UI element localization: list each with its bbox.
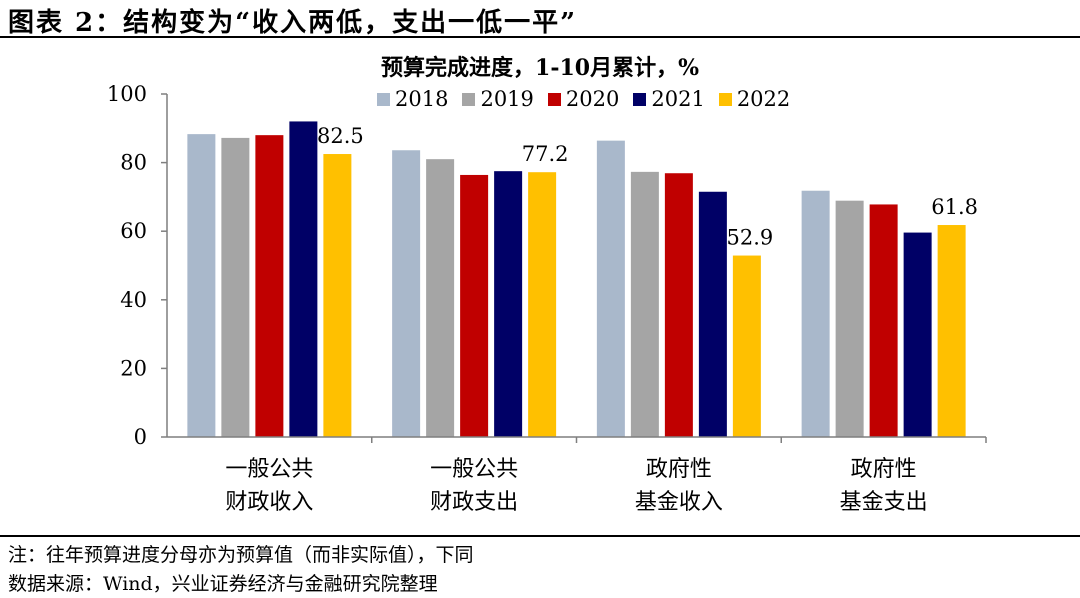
bar-2021	[698, 191, 727, 437]
footnote-note: 注：往年预算进度分母亦为预算值（而非实际值），下同	[8, 544, 474, 566]
y-tick-label: 80	[120, 151, 147, 175]
legend-label: 2020	[565, 87, 620, 111]
legend-label: 2019	[480, 87, 534, 111]
bar-2019	[630, 171, 659, 437]
footnote-source: 数据来源：Wind，兴业证券经济与金融研究院整理	[8, 573, 438, 595]
footer-rule	[0, 535, 1080, 537]
data-label: 52.9	[726, 226, 773, 250]
y-tick-label: 100	[107, 82, 147, 106]
legend-item-2021: 2021	[633, 87, 705, 111]
legend-label: 2022	[736, 87, 791, 111]
x-category-label: 基金收入	[635, 490, 723, 515]
legend-label: 2021	[651, 87, 705, 111]
bar-2021	[494, 171, 523, 438]
legend-swatch	[633, 92, 647, 106]
y-tick-label: 0	[134, 425, 147, 449]
legend-label: 2018	[395, 87, 449, 111]
legend-item-2019: 2019	[462, 87, 534, 111]
header-rule	[0, 36, 1080, 38]
x-category-label: 政府性	[646, 457, 712, 482]
legend-item-2022: 2022	[718, 87, 791, 111]
data-label: 82.5	[317, 124, 364, 148]
bar-2020	[664, 173, 693, 437]
data-label: 77.2	[522, 142, 569, 166]
figure-header: 图表 2：结构变为“收入两低，支出一低一平”	[8, 8, 578, 38]
legend-swatch	[547, 92, 561, 106]
bar-2019	[426, 159, 455, 438]
chart-legend: 2018 2019 2020 2021 2022	[377, 87, 804, 111]
bar-2022	[732, 255, 761, 437]
legend-item-2020: 2020	[547, 87, 620, 111]
legend-swatch	[462, 92, 476, 106]
y-tick-label: 60	[120, 219, 147, 243]
bar-2018	[392, 150, 421, 437]
bar-2022	[937, 225, 966, 437]
bar-2019	[835, 200, 864, 437]
x-category-label: 一般公共	[430, 457, 518, 482]
bar-2018	[596, 140, 625, 437]
chart-title: 预算完成进度，1-10月累计，%	[381, 55, 699, 81]
x-category-label: 财政支出	[430, 490, 518, 515]
bar-2020	[460, 174, 489, 437]
bar-2018	[801, 190, 830, 437]
y-tick-label: 20	[120, 356, 147, 380]
data-label: 61.8	[931, 195, 978, 219]
bar-2022	[528, 172, 557, 438]
bar-2022	[323, 154, 352, 437]
bar-2018	[187, 134, 216, 438]
bar-2020	[255, 135, 284, 437]
x-category-label: 财政收入	[225, 490, 313, 515]
x-category-label: 基金支出	[840, 490, 928, 515]
legend-swatch	[718, 92, 732, 106]
legend-swatch	[377, 92, 390, 106]
legend-item-2018: 2018	[377, 87, 448, 111]
bar-2021	[903, 232, 932, 437]
x-category-label: 政府性	[851, 457, 917, 482]
y-tick-label: 40	[120, 288, 147, 312]
bar-2020	[869, 204, 898, 437]
bar-2021	[289, 121, 318, 437]
bar-2019	[221, 137, 250, 438]
x-category-label: 一般公共	[225, 457, 313, 482]
